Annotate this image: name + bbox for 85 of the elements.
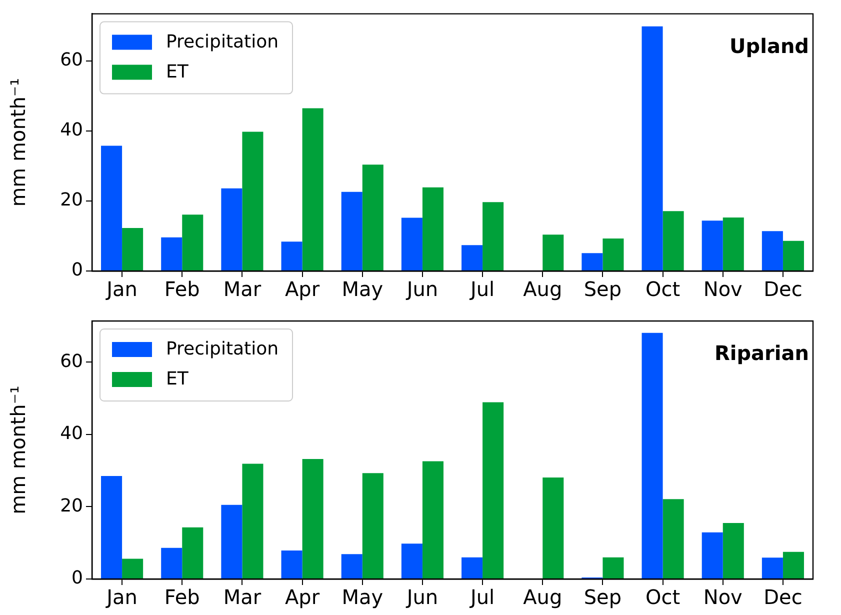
bar: [101, 146, 122, 270]
bar: [642, 26, 663, 270]
x-tick-label: Oct: [645, 585, 680, 610]
x-tick-label: Apr: [284, 277, 320, 302]
bar: [762, 231, 783, 270]
bar: [401, 218, 422, 270]
bar: [401, 544, 422, 578]
bar: [242, 132, 264, 270]
bar: [582, 253, 603, 270]
x-tick-label: Aug: [523, 277, 562, 302]
x-tick-label: Sep: [584, 277, 622, 302]
x-tick-label: Dec: [764, 277, 802, 302]
y-axis-title: mm month⁻¹: [6, 78, 30, 207]
legend-label: Precipitation: [166, 338, 279, 360]
x-tick-label: Aug: [523, 585, 562, 610]
bar: [782, 552, 804, 578]
bar: [602, 238, 624, 270]
bar: [122, 558, 144, 578]
bar: [542, 477, 564, 578]
bar: [281, 550, 302, 578]
bar: [462, 245, 483, 270]
x-tick-label: Mar: [223, 585, 262, 610]
bar: [642, 332, 663, 578]
bar: [362, 164, 384, 270]
bar: [161, 237, 182, 270]
bar: [722, 217, 744, 270]
legend-label: Precipitation: [166, 31, 279, 52]
bar: [542, 234, 564, 270]
bar: [302, 459, 324, 578]
y-tick-label: 60: [60, 350, 83, 372]
x-tick-label: Feb: [164, 585, 200, 610]
x-tick-label: Feb: [164, 277, 200, 302]
y-tick-label: 0: [72, 260, 83, 281]
x-tick-label: Jun: [404, 277, 438, 302]
x-tick-label: May: [342, 585, 384, 610]
x-tick-label: Jan: [104, 277, 138, 302]
bar: [221, 188, 242, 270]
x-tick-label: Mar: [223, 277, 262, 302]
x-tick-label: Sep: [584, 585, 622, 610]
y-tick-label: 20: [60, 495, 83, 516]
legend-label: ET: [166, 368, 190, 390]
bar: [122, 228, 144, 270]
bar: [242, 464, 264, 578]
bar: [422, 187, 444, 270]
x-tick-label: Jul: [468, 585, 495, 610]
text: Upland: [730, 34, 809, 58]
bar: [702, 220, 723, 270]
bar: [722, 522, 744, 578]
y-tick-label: 60: [60, 50, 83, 71]
bar: [101, 476, 122, 578]
x-tick-label: Nov: [703, 585, 743, 610]
y-tick-label: 0: [72, 568, 83, 589]
bar: [662, 211, 684, 270]
bar: [161, 548, 182, 578]
x-tick-label: Dec: [764, 585, 802, 610]
bar: [602, 557, 624, 578]
bar: [662, 499, 684, 578]
bar: [341, 554, 362, 578]
x-tick-label: May: [342, 277, 384, 302]
bar: [482, 402, 504, 578]
bar: [182, 527, 204, 578]
bar: [362, 473, 384, 578]
text: Riparian: [714, 341, 809, 366]
x-tick-label: Jun: [404, 585, 438, 610]
x-tick-label: Oct: [645, 277, 680, 302]
bar: [782, 240, 804, 270]
x-tick-label: Jan: [104, 585, 138, 610]
bar: [281, 242, 302, 270]
bar: [221, 504, 242, 578]
bar: [482, 202, 504, 270]
bar: [422, 461, 444, 578]
y-axis-title: mm month⁻¹: [6, 386, 30, 514]
x-tick-label: Nov: [703, 277, 743, 302]
y-tick-label: 40: [60, 120, 83, 141]
y-tick-label: 20: [60, 190, 83, 211]
x-tick-label: Apr: [284, 585, 320, 610]
bar: [702, 532, 723, 578]
x-tick-label: Jul: [468, 277, 495, 302]
bar: [762, 558, 783, 578]
bar: [182, 214, 204, 270]
legend-label: ET: [166, 61, 190, 82]
y-tick-label: 40: [60, 423, 83, 444]
bar: [341, 192, 362, 270]
bar: [302, 108, 324, 270]
bar: [462, 557, 483, 578]
